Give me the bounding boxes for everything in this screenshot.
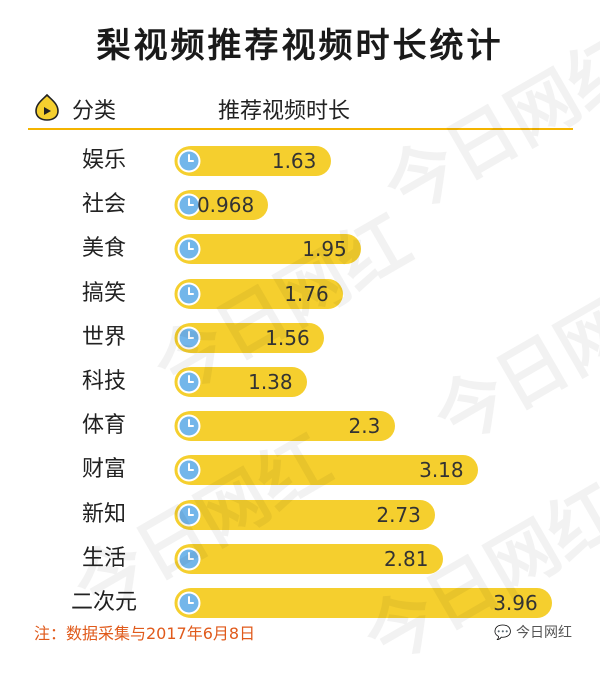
value-label: 2.73 [376,502,421,527]
bar [176,278,344,309]
value-label: 1.95 [302,237,347,262]
brand-name: 今日网红 [516,625,572,641]
bar [176,455,479,486]
category-label: 新知 [81,501,126,527]
footnote: 注：数据采集与2017年6月8日 [34,624,256,643]
category-label: 社会 [81,192,126,218]
value-label: 3.96 [493,591,538,615]
brand-label: 💬 今日网红 [494,622,572,642]
header-divider [28,128,573,130]
value-label: 1.76 [284,281,329,306]
chart-title: 梨视频推荐视频时长统计 [96,26,504,66]
category-label: 二次元 [70,590,137,615]
clock-icon [174,234,204,264]
watermark: 今日网红 [421,249,600,461]
bar [176,411,395,442]
clock-icon [174,146,204,176]
clock-icon [174,411,204,441]
value-label: 0.968 [196,193,255,218]
bar [176,234,362,265]
chat-bubble-icon: 💬 [494,625,512,641]
category-label: 财富 [81,457,126,483]
clock-icon [174,190,204,220]
clock-icon [174,323,204,353]
clock-icon [174,279,204,309]
bar [176,543,443,574]
category-label: 娱乐 [81,148,126,173]
category-label: 美食 [81,236,126,262]
clock-icon [174,544,204,574]
table-header: 分类 推荐视频时长 [28,88,573,126]
header-length-label: 推荐视频时长 [218,99,351,124]
category-label: 搞笑 [81,280,126,306]
value-label: 2.3 [348,414,381,439]
clock-icon [174,367,204,397]
clock-icon [174,455,204,485]
value-label: 3.18 [419,458,464,483]
watermark: 今日网红 [371,19,600,231]
value-label: 1.63 [271,149,317,173]
category-label: 科技 [81,369,126,394]
value-label: 2.81 [383,546,429,571]
category-label: 生活 [81,545,126,571]
value-label: 1.56 [265,325,310,350]
bar-chart: 娱乐 1.63 社会 0.968 美食 1.95 搞笑 1.76 世界 1.56 科技 1.38 体育 2… [61,19,600,681]
pear-video-logo-icon [35,93,59,121]
clock-icon [174,588,204,618]
header-category-label: 分类 [72,99,117,124]
clock-icon [174,500,204,530]
bar [176,499,436,530]
value-label: 1.38 [248,370,293,394]
bar [176,588,553,618]
category-label: 世界 [81,324,126,350]
category-label: 体育 [81,413,126,439]
